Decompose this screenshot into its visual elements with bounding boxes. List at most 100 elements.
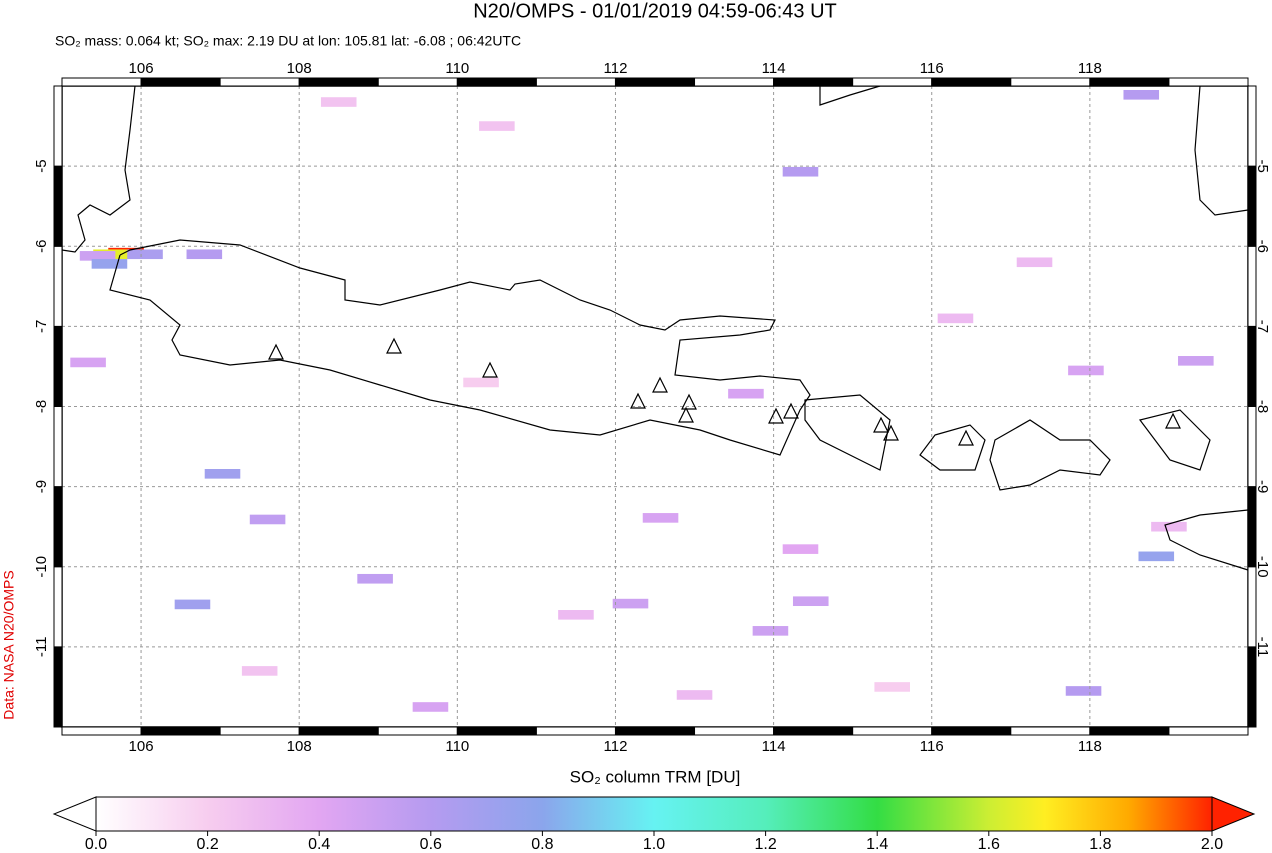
frame-segment [614, 726, 696, 736]
colorbar-tick-label: 1.6 [978, 836, 1000, 853]
frame-segment [298, 77, 379, 87]
frame-segment [1168, 726, 1249, 736]
bali-coast [804, 394, 891, 471]
frame-segment [1089, 77, 1170, 87]
pixel-layer [70, 90, 1214, 712]
x-tick-label: 110 [445, 60, 469, 77]
so2-pixel [1065, 686, 1102, 696]
so2-pixel [79, 251, 116, 261]
so2-pixel [1151, 521, 1187, 532]
colorbar-under [52, 796, 97, 832]
frame-segment [456, 77, 537, 87]
x-tick-label: 112 [604, 738, 628, 755]
sumatra-coast [61, 85, 136, 253]
frame-segment [773, 77, 854, 87]
so2-pixel [320, 97, 357, 107]
frame-segment [61, 726, 142, 736]
frame-segment [1247, 325, 1257, 407]
so2-pixel [479, 121, 515, 131]
so2-pixel [357, 573, 393, 584]
chart-title: N20/OMPS - 01/01/2019 04:59-06:43 UT [473, 0, 837, 22]
y-tick-label: -8 [1254, 400, 1271, 413]
frame-segment [53, 85, 63, 167]
y-tick-label: -5 [1254, 159, 1271, 172]
x-tick-label: 108 [287, 738, 312, 755]
so2-pixel [676, 690, 713, 700]
so2-pixel [249, 514, 286, 525]
so2-pixel [728, 388, 764, 399]
flores-coast [1138, 409, 1211, 471]
colorbar [95, 796, 1213, 832]
x-tick-label: 118 [1078, 60, 1102, 77]
x-tick-label: 116 [920, 60, 944, 77]
frame-segment [53, 566, 63, 648]
colorbar-tick-label: 2.0 [1201, 836, 1223, 853]
x-tick-label: 112 [604, 60, 628, 77]
frame-segment [1247, 406, 1257, 488]
colorbar-tick-label: 0.6 [420, 836, 442, 853]
volcano-markers [268, 337, 1181, 446]
so2-pixel [1138, 551, 1175, 562]
so2-pixel [186, 249, 223, 260]
sumbawa-coast [989, 419, 1111, 491]
so2-pixel [1068, 365, 1104, 376]
so2-pixel [204, 468, 241, 479]
so2-pixel [782, 544, 819, 554]
so2-pixel [558, 610, 594, 620]
so2-pixel [874, 682, 910, 692]
frame-segment [852, 77, 933, 87]
frame-segment [53, 646, 63, 728]
frame-segment [694, 77, 775, 87]
colorbar-tick-label: 1.4 [866, 836, 888, 853]
x-tick-label: 108 [287, 60, 312, 77]
x-tick-label: 110 [445, 738, 469, 755]
frame-segment [1247, 245, 1257, 327]
y-tick-label: -6 [33, 240, 50, 253]
x-tick-label: 106 [129, 738, 154, 755]
so2-pixel [752, 626, 789, 636]
frame-segment [53, 325, 63, 407]
frame-segment [1010, 726, 1091, 736]
x-tick-label: 114 [762, 738, 786, 755]
x-tick-label: 118 [1078, 738, 1102, 755]
frame-segment [53, 406, 63, 488]
so2-pixel [412, 702, 449, 712]
frame-segment [1010, 77, 1091, 87]
so2-pixel [612, 598, 649, 609]
frame-segment [1168, 77, 1249, 87]
so2-pixel [174, 599, 211, 610]
frame-segment [1089, 726, 1170, 736]
grid-layer [62, 86, 1248, 727]
y-tick-label: -9 [1254, 480, 1271, 493]
lombok-coast [919, 424, 986, 471]
x-tick-label: 116 [920, 738, 944, 755]
credit: Data: NASA N20/OMPS [1, 570, 17, 719]
chart-subtitle: SO₂ mass: 0.064 kt; SO₂ max: 2.19 DU at … [55, 33, 521, 49]
colorbar-tick-label: 0.0 [85, 836, 107, 853]
colorbar-tick-label: 1.0 [643, 836, 665, 853]
so2-pixel [642, 513, 679, 523]
colorbar-tick-label: 1.2 [754, 836, 776, 853]
colorbar-label: SO₂ column TRM [DU] [570, 767, 741, 786]
so2-pixel [782, 166, 819, 177]
coastlines [61, 85, 1249, 571]
colorbar-tick-label: 1.8 [1089, 836, 1111, 853]
frame-segment [61, 77, 142, 87]
frame-segment [219, 726, 300, 736]
so2-pixel [1016, 257, 1053, 268]
so2-pixel [1123, 90, 1160, 100]
frame-segment [1247, 85, 1257, 167]
frame-segment [931, 77, 1012, 87]
frame-segment [377, 726, 458, 736]
colorbar-tick-label: 0.2 [196, 836, 218, 853]
frame-segment [140, 77, 221, 87]
frame-segment [219, 77, 300, 87]
frame-segment [614, 77, 696, 87]
y-tick-label: -5 [33, 159, 50, 172]
frame-segment [535, 77, 616, 87]
frame-segment [694, 726, 775, 736]
frame-segment [1247, 486, 1257, 568]
y-tick-label: -11 [1254, 637, 1271, 658]
